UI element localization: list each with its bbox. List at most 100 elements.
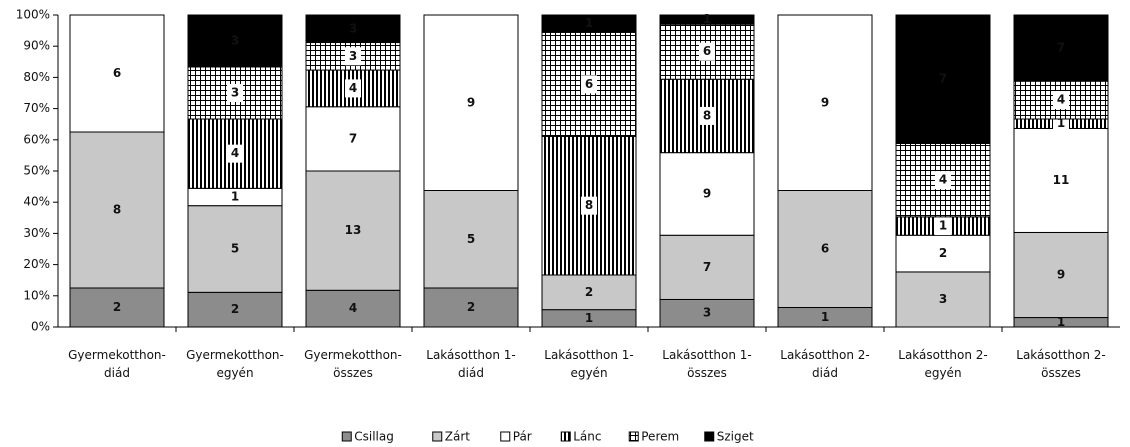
value-label: 2: [231, 302, 239, 316]
bar-segment: [423, 190, 519, 289]
bar-segment: [541, 14, 637, 33]
bar-segment: [1013, 14, 1109, 82]
x-tick-label: Lakásotthon 2-diád: [780, 348, 869, 380]
value-label-box: [227, 84, 243, 102]
x-tick-label: Gyermekotthon-diád: [68, 348, 166, 380]
value-label: 6: [585, 77, 593, 91]
value-label: 8: [113, 203, 121, 217]
bar-segment: [895, 14, 991, 144]
value-label-box: [581, 196, 597, 215]
y-tick-label: 30%: [23, 226, 50, 240]
value-label: 6: [703, 44, 711, 58]
legend-swatch: [560, 431, 571, 442]
value-label: 13: [345, 223, 362, 237]
value-label: 1: [703, 12, 711, 26]
bar-segment: [777, 190, 873, 308]
bar-segment: [1013, 231, 1109, 319]
value-label-box: [345, 79, 361, 98]
bar-segment: [69, 287, 165, 328]
y-tick-label: 90%: [23, 39, 50, 53]
value-label: 7: [939, 72, 947, 86]
value-label: 7: [349, 131, 357, 145]
value-label: 1: [1057, 116, 1065, 130]
bar-segment: [69, 131, 165, 289]
bar-segment: [1013, 127, 1109, 233]
value-label: 9: [821, 95, 829, 109]
value-label: 3: [349, 49, 357, 63]
value-label: 2: [585, 285, 593, 299]
x-tick-label: Lakásotthon 2-egyén: [898, 348, 987, 380]
legend-swatch: [500, 431, 511, 442]
bar-segment: [895, 271, 991, 328]
value-label: 3: [231, 86, 239, 100]
value-label: 2: [939, 246, 947, 260]
legend-label: Perem: [641, 430, 679, 444]
y-tick-label: 10%: [23, 288, 50, 302]
y-tick-label: 60%: [23, 132, 50, 146]
value-label: 1: [585, 311, 593, 325]
value-label: 3: [231, 34, 239, 48]
bar-segment: [187, 14, 283, 68]
value-label: 1: [231, 190, 239, 204]
bar-segment: [305, 170, 401, 291]
value-label: 9: [703, 186, 711, 200]
bar-segment: [187, 205, 283, 293]
bar-segment: [423, 14, 519, 191]
value-label-box: [935, 217, 951, 236]
x-tick-label: Lakásotthon 1-diád: [426, 348, 515, 380]
value-label: 4: [1057, 93, 1065, 107]
value-label: 3: [349, 21, 357, 35]
value-label: 6: [113, 66, 121, 80]
bar-segment: [305, 289, 401, 328]
x-tick-label: Gyermekotthon-összes: [304, 348, 402, 380]
value-label: 3: [939, 292, 947, 306]
value-label: 4: [231, 146, 239, 160]
legend-swatch: [704, 431, 715, 442]
value-label: 3: [703, 306, 711, 320]
value-label: 1: [821, 310, 829, 324]
value-label-box: [227, 144, 243, 163]
value-label-box: [1053, 91, 1069, 110]
value-label-box: [699, 106, 715, 125]
value-label-box: [699, 42, 715, 61]
value-label: 2: [467, 300, 475, 314]
bar-segment: [659, 298, 755, 328]
bar-segment: [659, 78, 755, 154]
legend-swatch: [432, 431, 443, 442]
value-label: 2: [113, 300, 121, 314]
bar-segment: [541, 274, 637, 311]
y-tick-label: 50%: [23, 164, 50, 178]
bar-segment: [187, 291, 283, 328]
legend-label: Csillag: [354, 430, 394, 444]
bar-segment: [305, 106, 401, 172]
value-label: 4: [349, 301, 357, 315]
bar-segment: [659, 152, 755, 236]
legend-label: Lánc: [573, 430, 601, 444]
value-label: 8: [703, 108, 711, 122]
value-label: 7: [703, 260, 711, 274]
legend-label: Pár: [513, 430, 532, 444]
legend-swatch: [628, 431, 639, 442]
value-label-box: [581, 75, 597, 94]
y-tick-label: 100%: [16, 8, 50, 22]
value-label: 5: [467, 232, 475, 246]
value-label: 4: [939, 173, 947, 187]
value-label: 6: [821, 242, 829, 256]
bar-segment: [69, 14, 165, 133]
value-label: 9: [1057, 268, 1065, 282]
legend-label: Zárt: [445, 430, 471, 444]
bar-segment: [895, 234, 991, 273]
bar-segment: [423, 287, 519, 328]
legend-label: Sziget: [717, 430, 754, 444]
x-tick-label: Lakásotthon 2-összes: [1016, 348, 1105, 380]
value-label: 8: [585, 198, 593, 212]
value-label: 11: [1053, 173, 1070, 187]
value-label: 1: [939, 219, 947, 233]
value-label: 1: [585, 16, 593, 30]
value-label: 1: [1057, 315, 1065, 329]
value-label: 9: [467, 95, 475, 109]
bar-segment: [659, 234, 755, 300]
bar-segment: [305, 69, 401, 108]
x-tick-label: Gyermekotthon-egyén: [186, 348, 284, 380]
